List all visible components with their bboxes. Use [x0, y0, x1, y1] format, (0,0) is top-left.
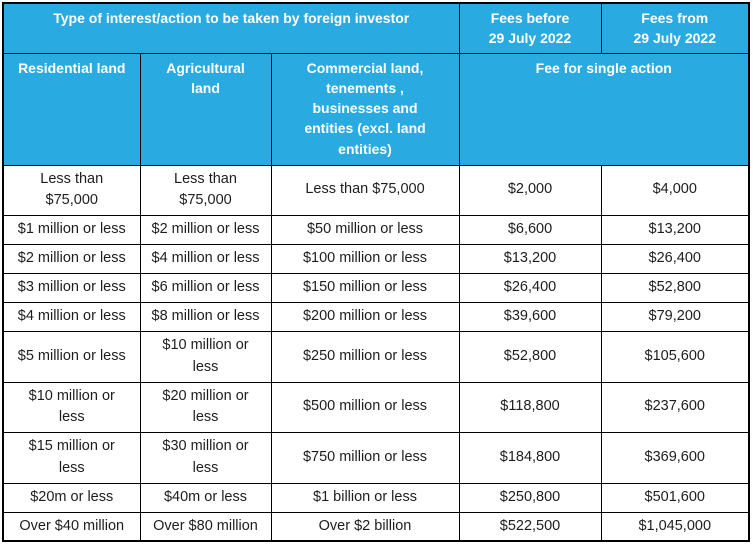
table-cell: $2 million or less: [139, 215, 272, 246]
table-cell: Less than $75,000: [139, 164, 272, 217]
table-cell: $1 billion or less: [270, 482, 460, 513]
table-cell: $52,800: [458, 331, 602, 383]
table-cell: $4 million or less: [139, 244, 272, 275]
table-cell: $40m or less: [139, 482, 272, 513]
table-cell: $150 million or less: [270, 273, 460, 304]
foreign-investor-fee-table: Type of interest/action to be taken by f…: [2, 2, 750, 543]
header-fee-single-action: Fee for single action: [458, 52, 750, 166]
table-cell: $6 million or less: [139, 273, 272, 304]
table-cell: $6,600: [458, 215, 602, 246]
table-cell: $52,800: [600, 273, 750, 304]
table-cell: $13,200: [600, 215, 750, 246]
table-row: $5 million or less $10 million or less $25…: [2, 331, 750, 383]
table-cell: $237,600: [600, 381, 750, 434]
table-cell: $250 million or less: [270, 331, 460, 383]
table-cell: $79,200: [600, 302, 750, 333]
table-cell: $39,600: [458, 302, 602, 333]
table-body: Less than $75,000 Less than $75,000 Less t…: [2, 164, 750, 542]
table-cell: Over $80 million: [139, 511, 272, 542]
table-cell: $4 million or less: [2, 302, 141, 333]
table-cell: Less than $75,000: [270, 164, 460, 217]
table-row: Less than $75,000 Less than $75,000 Less t…: [2, 164, 750, 217]
table-cell: $30 million or less: [139, 432, 272, 484]
table-cell: $750 million or less: [270, 432, 460, 484]
table-cell: $200 million or less: [270, 302, 460, 333]
table-row: $10 million or less $20 million or less $5…: [2, 381, 750, 434]
table-cell: $10 million or less: [139, 331, 272, 383]
header-fees-from: Fees from 29 July 2022: [600, 2, 750, 54]
table-cell: $5 million or less: [2, 331, 141, 383]
table-row: $1 million or less $2 million or less $50 …: [2, 215, 750, 246]
table-cell: $369,600: [600, 432, 750, 484]
table-row: $4 million or less $8 million or less $200…: [2, 302, 750, 333]
table-cell: $184,800: [458, 432, 602, 484]
table-cell: $522,500: [458, 511, 602, 542]
table-row: $20m or less $40m or less $1 billion or le…: [2, 482, 750, 513]
header-row-2: Residential land Agricultural land Comme…: [2, 52, 750, 166]
table-row: Over $40 million Over $80 million Over $2 …: [2, 511, 750, 542]
table-cell: $15 million or less: [2, 432, 141, 484]
header-commercial-land: Commercial land, tenements , businesses …: [270, 52, 460, 166]
table-cell: $2,000: [458, 164, 602, 217]
table-cell: $50 million or less: [270, 215, 460, 246]
table-cell: Over $2 billion: [270, 511, 460, 542]
table-cell: Less than $75,000: [2, 164, 141, 217]
table-cell: $1 million or less: [2, 215, 141, 246]
table-cell: $501,600: [600, 482, 750, 513]
table-cell: $20m or less: [2, 482, 141, 513]
table-cell: Over $40 million: [2, 511, 141, 542]
header-agricultural-land: Agricultural land: [139, 52, 272, 166]
header-residential-land: Residential land: [2, 52, 141, 166]
table-row: $3 million or less $6 million or less $150…: [2, 273, 750, 304]
table-cell: $118,800: [458, 381, 602, 434]
table-cell: $26,400: [458, 273, 602, 304]
table-cell: $500 million or less: [270, 381, 460, 434]
table-cell: $100 million or less: [270, 244, 460, 275]
table-cell: $20 million or less: [139, 381, 272, 434]
table-cell: $13,200: [458, 244, 602, 275]
table-header: Type of interest/action to be taken by f…: [2, 2, 750, 166]
header-fees-before: Fees before 29 July 2022: [458, 2, 602, 54]
header-type-of-interest: Type of interest/action to be taken by f…: [2, 2, 460, 54]
table-cell: $250,800: [458, 482, 602, 513]
table-cell: $1,045,000: [600, 511, 750, 542]
table-cell: $2 million or less: [2, 244, 141, 275]
header-row-1: Type of interest/action to be taken by f…: [2, 2, 750, 54]
table-cell: $10 million or less: [2, 381, 141, 434]
table-row: $2 million or less $4 million or less $100…: [2, 244, 750, 275]
table-cell: $105,600: [600, 331, 750, 383]
table-row: $15 million or less $30 million or less $7…: [2, 432, 750, 484]
table-cell: $3 million or less: [2, 273, 141, 304]
table-cell: $4,000: [600, 164, 750, 217]
table-cell: $26,400: [600, 244, 750, 275]
table-cell: $8 million or less: [139, 302, 272, 333]
